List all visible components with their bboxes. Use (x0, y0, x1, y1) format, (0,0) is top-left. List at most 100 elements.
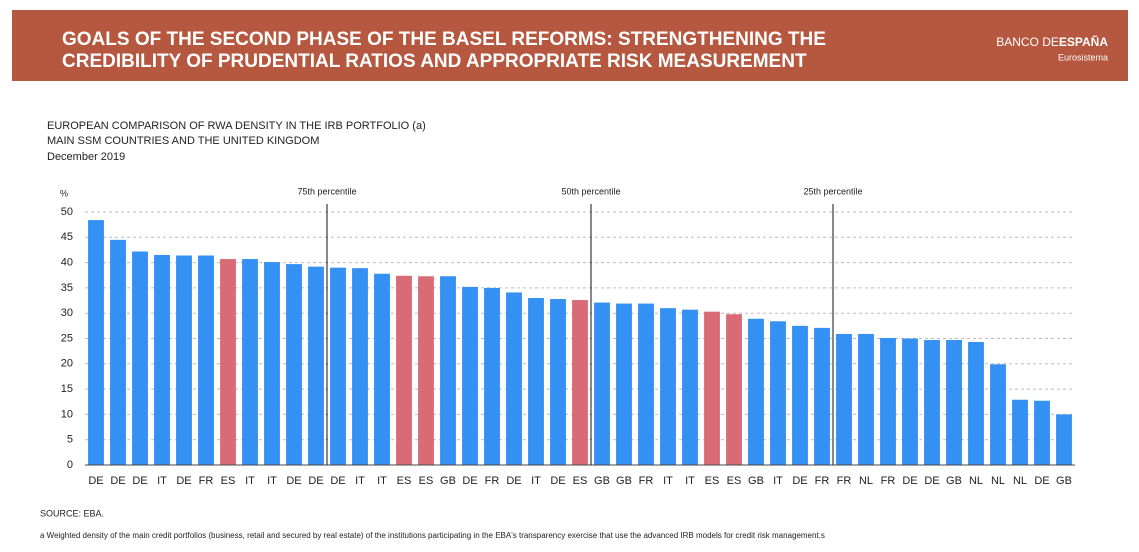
bar (1012, 399, 1028, 465)
x-tick-label: GB (594, 475, 610, 487)
x-tick-label: DE (792, 475, 807, 487)
bar (990, 364, 1006, 465)
bar (484, 287, 500, 465)
bar (902, 338, 918, 465)
x-tick-label: IT (157, 475, 167, 487)
bar (396, 275, 412, 465)
bar (330, 267, 346, 465)
x-tick-label: ES (221, 475, 236, 487)
x-tick-label: NL (969, 475, 983, 487)
x-tick-label: DE (176, 475, 191, 487)
bar (352, 268, 368, 465)
bar (110, 239, 126, 465)
bar (374, 273, 390, 465)
bar (880, 337, 896, 465)
x-tick-label: GB (616, 475, 632, 487)
logo: BANCO DEESPAÑA (996, 34, 1108, 49)
header-title: GOALS OF THE SECOND PHASE OF THE BASEL R… (62, 29, 826, 50)
bar (682, 309, 698, 465)
bar (594, 302, 610, 465)
x-tick-label: IT (245, 475, 255, 487)
x-tick-label: FR (881, 475, 896, 487)
x-tick-label: IT (267, 475, 277, 487)
bar (704, 311, 720, 465)
bar (462, 286, 478, 465)
bar (1034, 400, 1050, 465)
y-tick-label: 10 (61, 408, 73, 420)
bar (286, 264, 302, 465)
chart-title: December 2019 (47, 151, 125, 163)
header-title: CREDIBILITY OF PRUDENTIAL RATIOS AND APP… (62, 51, 807, 72)
bar (726, 314, 742, 465)
bar (198, 255, 214, 465)
x-tick-label: NL (991, 475, 1005, 487)
bar (308, 266, 324, 465)
bar (858, 333, 874, 465)
y-tick-label: 45 (61, 231, 73, 243)
bar (506, 292, 522, 465)
x-tick-label: GB (440, 475, 456, 487)
y-tick-label: 30 (61, 307, 73, 319)
bar (242, 259, 258, 465)
x-tick-label: FR (199, 475, 214, 487)
x-tick-label: NL (1013, 475, 1027, 487)
x-tick-label: DE (132, 475, 147, 487)
logo-light: BANCO DE (996, 35, 1059, 49)
bar (946, 340, 962, 465)
x-tick-label: IT (377, 475, 387, 487)
x-tick-label: DE (1034, 475, 1049, 487)
bar (638, 303, 654, 465)
x-tick-label: FR (837, 475, 852, 487)
logo-bold: ESPAÑA (1059, 34, 1108, 49)
bar (616, 303, 632, 465)
bar (770, 321, 786, 465)
bar (814, 327, 830, 465)
x-tick-label: DE (902, 475, 917, 487)
x-tick-label: ES (419, 475, 434, 487)
source: SOURCE: EBA. (40, 508, 104, 518)
bar (968, 342, 984, 465)
bar (660, 308, 676, 465)
x-tick-label: NL (859, 475, 873, 487)
y-tick-label: 20 (61, 358, 73, 370)
bar (924, 340, 940, 465)
x-tick-label: DE (550, 475, 565, 487)
bar (1056, 414, 1072, 465)
x-tick-label: DE (330, 475, 345, 487)
bar (792, 325, 808, 465)
y-tick-label: 0 (67, 459, 73, 471)
x-tick-label: IT (531, 475, 541, 487)
bar (418, 276, 434, 465)
x-tick-label: IT (773, 475, 783, 487)
y-tick-label: 40 (61, 257, 73, 269)
bar (440, 276, 456, 465)
x-tick-label: FR (815, 475, 830, 487)
y-tick-label: 25 (61, 332, 73, 344)
x-tick-label: FR (485, 475, 500, 487)
bar (132, 251, 148, 465)
bar (176, 255, 192, 465)
bar (572, 300, 588, 465)
bar (528, 298, 544, 465)
percentile-label: 75th percentile (297, 186, 356, 196)
x-tick-label: DE (462, 475, 477, 487)
header-band (12, 10, 1128, 81)
percentile-label: 50th percentile (561, 186, 620, 196)
bar (88, 220, 104, 465)
bar (154, 255, 170, 465)
x-tick-label: DE (308, 475, 323, 487)
x-tick-label: DE (286, 475, 301, 487)
y-tick-label: 5 (67, 434, 73, 446)
chart-title: EUROPEAN COMPARISON OF RWA DENSITY IN TH… (47, 120, 426, 132)
bar (836, 333, 852, 465)
x-tick-label: ES (573, 475, 588, 487)
bar (264, 262, 280, 465)
bar (220, 259, 236, 465)
x-tick-label: FR (639, 475, 654, 487)
x-tick-label: GB (1056, 475, 1072, 487)
y-tick-label: 15 (61, 383, 73, 395)
percentile-label: 25th percentile (803, 186, 862, 196)
x-tick-label: DE (88, 475, 103, 487)
x-tick-label: GB (946, 475, 962, 487)
